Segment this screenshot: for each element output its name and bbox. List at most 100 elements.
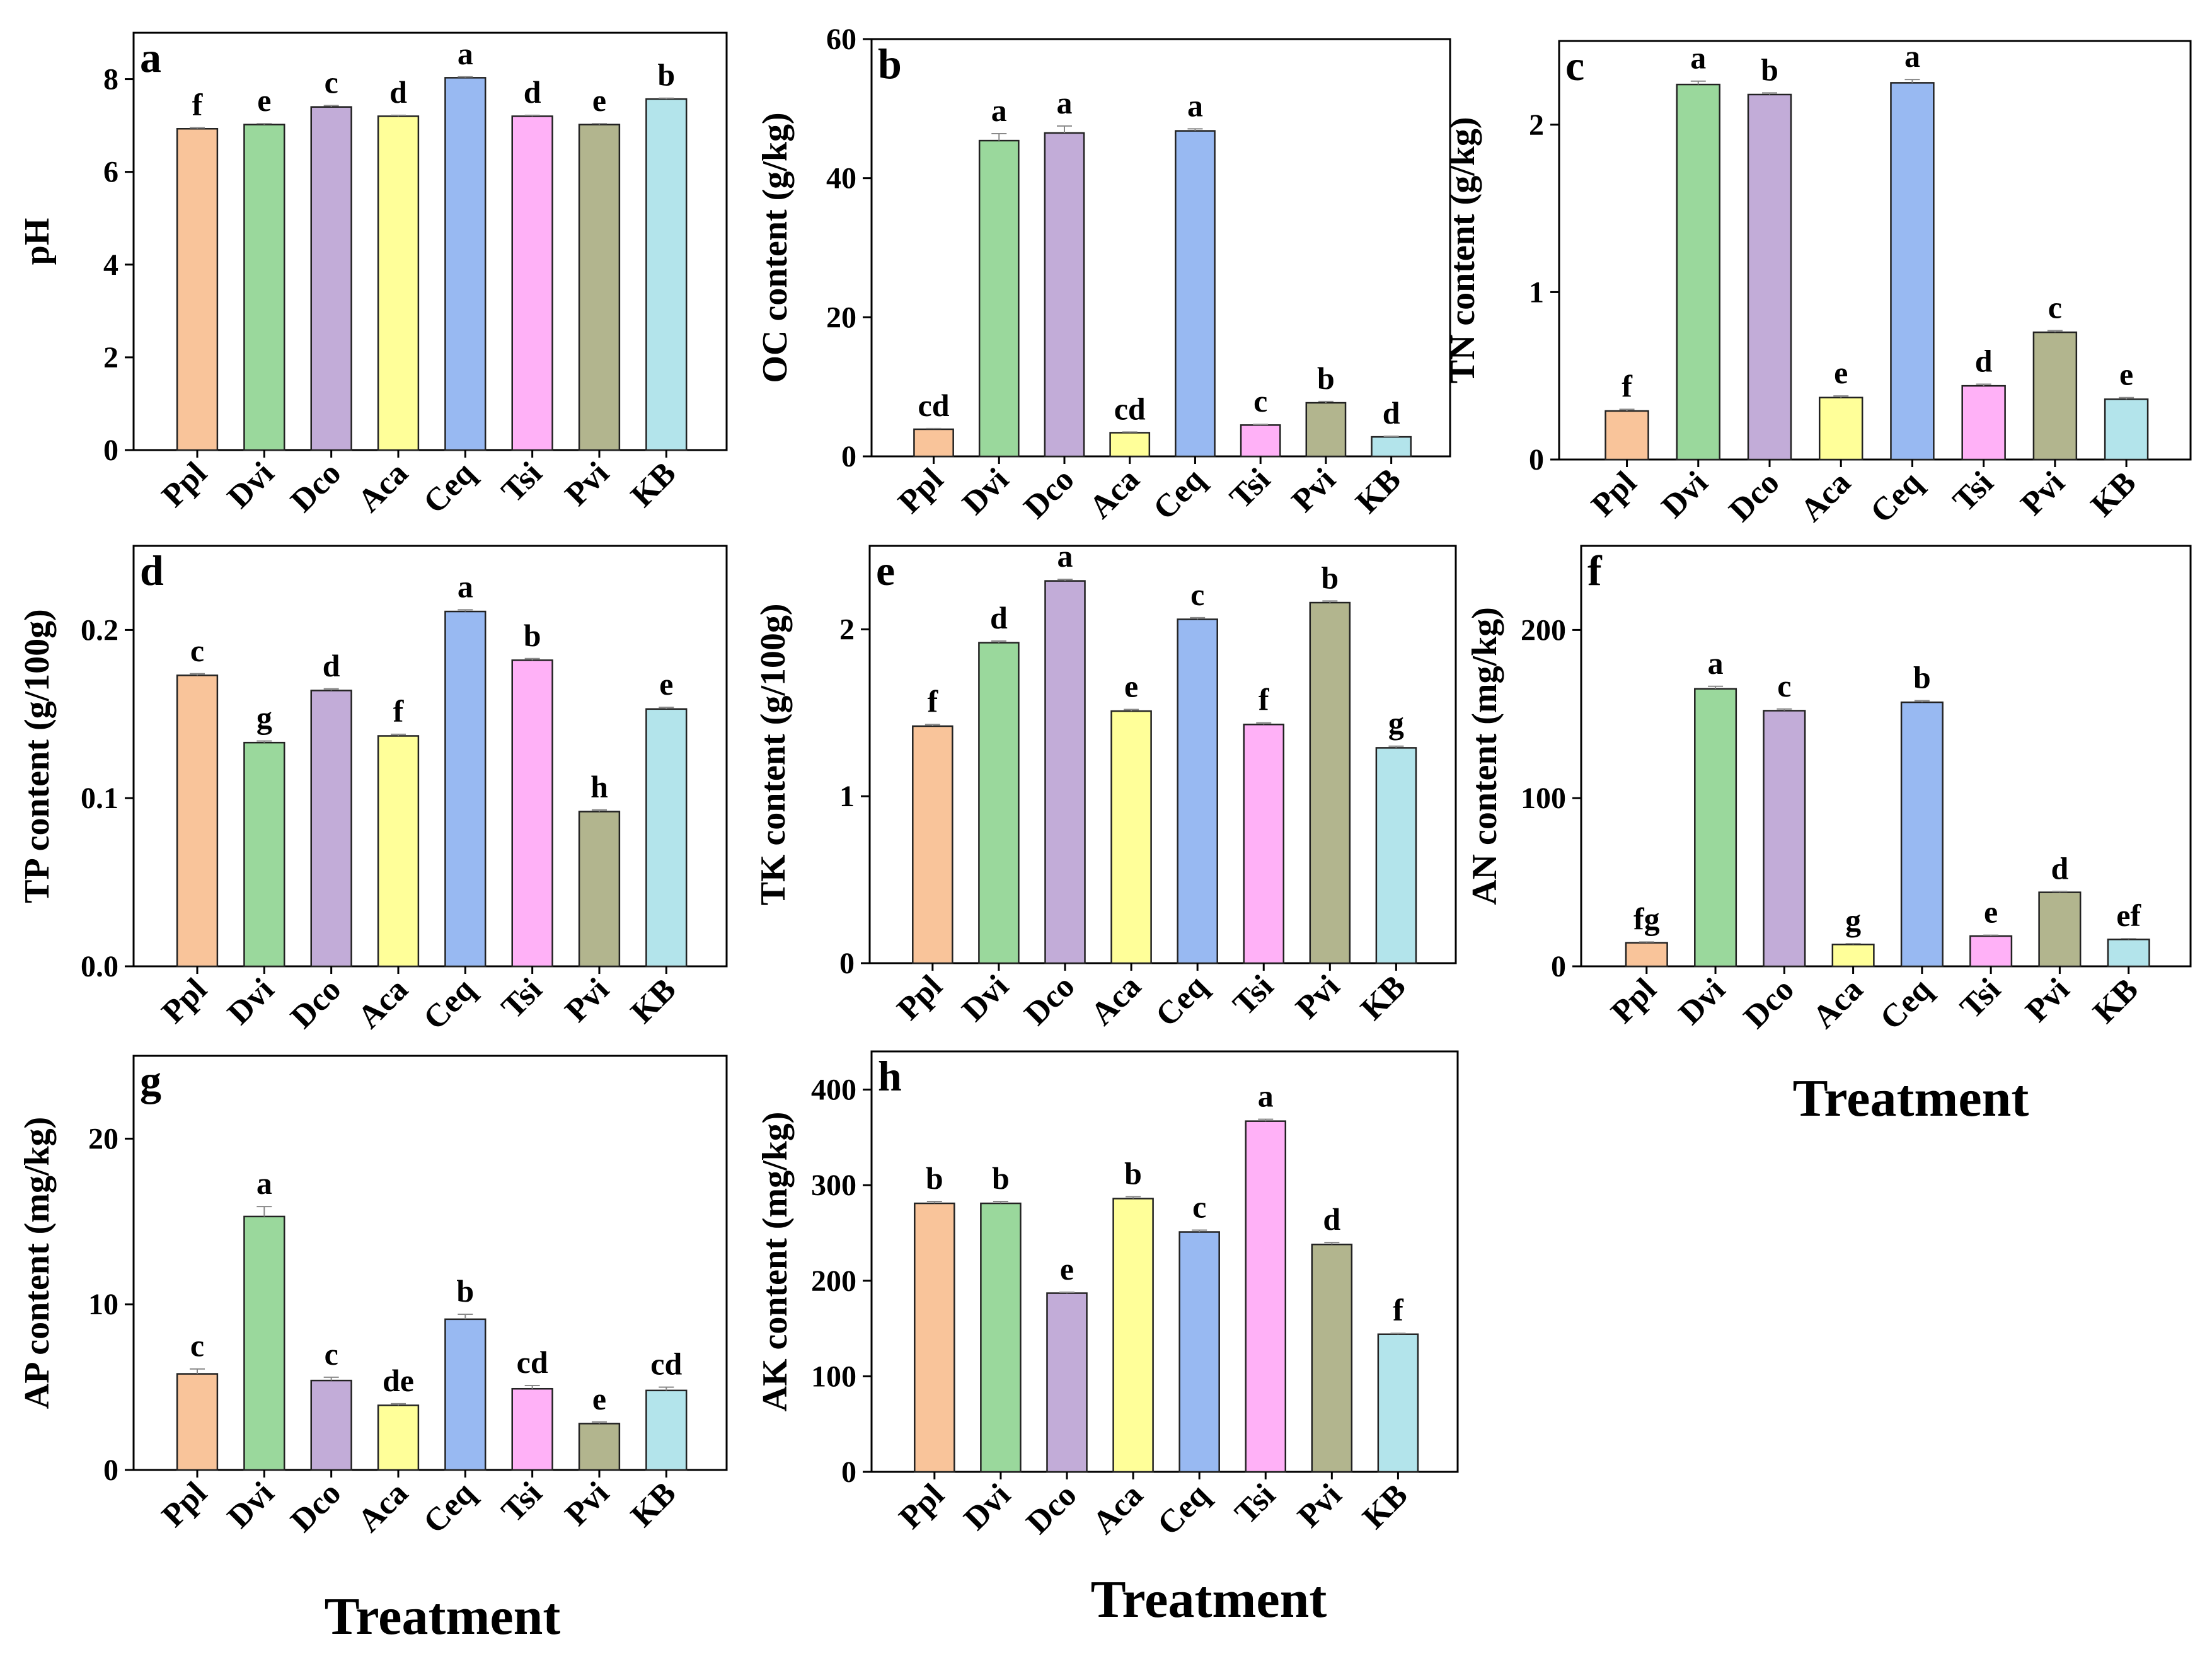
bar-Ceq [444, 77, 487, 451]
x-tick-label: Tsi [495, 971, 549, 1026]
x-tick-label: Dco [1018, 968, 1082, 1033]
significance-letter: d [524, 74, 541, 110]
bar-Ceq [1177, 618, 1218, 964]
bar-KB [1371, 436, 1412, 458]
bar-KB [1375, 747, 1417, 964]
x-tick-label: Ppl [155, 455, 214, 514]
significance-letter: de [383, 1363, 414, 1398]
significance-letter: b [1124, 1155, 1142, 1191]
y-tick-label: 100 [811, 1360, 856, 1393]
y-axis-label: OC content (g/kg) [756, 112, 795, 383]
bar-Dvi [243, 124, 285, 451]
significance-letter: a [1690, 40, 1706, 76]
bar-Pvi [1311, 1243, 1353, 1473]
bar-Dvi [1676, 83, 1720, 461]
significance-letter: b [992, 1160, 1010, 1196]
bar-Ceq [1890, 82, 1935, 461]
x-tick-label: Tsi [1226, 968, 1281, 1022]
x-tick-label: Pvi [558, 455, 616, 512]
y-tick-label: 8 [103, 63, 118, 96]
panel-h: 0 100 200 300 400 AK content (mg/kg) h b Ppl b Dvi… [756, 1050, 1459, 1629]
significance-letter: e [1984, 894, 1998, 930]
significance-letter: d [323, 648, 340, 683]
significance-letter: e [659, 666, 673, 702]
x-tick-label: Aca [351, 1475, 415, 1539]
significance-letter: f [1622, 368, 1633, 403]
significance-letter: c [325, 64, 338, 100]
panel-letter: b [878, 40, 902, 88]
bar-Ceq [1178, 1231, 1220, 1473]
bar-Aca [377, 115, 420, 451]
y-tick-label: 100 [1521, 782, 1566, 815]
bar-Ceq [1900, 701, 1944, 968]
x-tick-label: Tsi [1228, 1477, 1282, 1531]
significance-letter: c [2048, 289, 2062, 325]
significance-letter: c [190, 1328, 204, 1363]
x-tick-label: Tsi [1223, 461, 1277, 516]
y-tick-label: 0.0 [81, 950, 118, 983]
plot-frame [870, 1050, 1459, 1473]
significance-letter: f [192, 87, 204, 122]
y-tick-label: 10 [88, 1288, 118, 1321]
x-tick-label: Tsi [495, 455, 549, 509]
x-tick-label: KB [1354, 968, 1412, 1027]
x-tick-label: Ceq [417, 1475, 482, 1541]
bar-Aca [1109, 432, 1151, 458]
significance-letter: a [256, 1166, 272, 1201]
x-tick-label: Pvi [1285, 461, 1342, 519]
significance-letter: h [590, 769, 608, 804]
y-tick-label: 40 [826, 162, 856, 195]
y-tick-label: 2 [839, 613, 855, 646]
significance-letter: d [1975, 343, 1993, 378]
significance-letter: a [1057, 538, 1073, 574]
x-tick-label: Ppl [1604, 971, 1663, 1030]
x-tick-label: Dvi [955, 461, 1015, 521]
x-tick-label: KB [624, 971, 683, 1030]
bar-Dco [310, 1379, 352, 1471]
y-tick-label: 300 [811, 1169, 856, 1202]
bar-KB [2104, 398, 2149, 461]
significance-letter: c [190, 633, 204, 668]
significance-letter: b [926, 1160, 943, 1196]
bar-Dvi [980, 1202, 1022, 1473]
x-tick-label: Dvi [221, 971, 280, 1031]
y-axis-label: TN content (g/kg) [1443, 117, 1482, 383]
significance-letter: b [1913, 659, 1931, 695]
bar-Ppl [1625, 942, 1668, 968]
x-tick-label: Ceq [1874, 971, 1939, 1037]
bar-Dvi [1694, 688, 1737, 968]
x-tick-label: Dco [284, 971, 349, 1036]
x-tick-label: Ceq [1863, 465, 1929, 530]
bar-Pvi [2032, 331, 2078, 461]
bar-Pvi [578, 811, 621, 968]
y-tick-label: 0 [841, 1455, 856, 1489]
x-tick-label: Dco [1017, 461, 1081, 526]
significance-letter: a [1708, 645, 1724, 681]
significance-letter: cd [918, 388, 950, 423]
y-tick-label: 0 [103, 434, 118, 467]
bar-Aca [377, 1404, 420, 1471]
bar-Pvi [578, 1423, 621, 1471]
y-tick-label: 0 [1551, 950, 1566, 983]
significance-letter: cd [517, 1345, 548, 1380]
x-tick-label: Ppl [892, 461, 950, 520]
bar-Dvi [978, 642, 1020, 964]
significance-letter: g [1845, 903, 1861, 938]
bar-KB [645, 98, 688, 451]
y-tick-label: 6 [103, 156, 118, 189]
bar-Dco [1044, 580, 1086, 964]
panel-g: 0 10 20 AP content (mg/kg) g c Ppl a Dvi c Dco de Ac… [18, 1055, 728, 1646]
x-axis-title: Treatment [1091, 1570, 1327, 1629]
bar-Ppl [176, 128, 219, 451]
y-tick-label: 20 [826, 301, 856, 334]
x-tick-label: Ppl [892, 1477, 951, 1536]
y-axis-label: TK content (g/100g) [754, 603, 793, 905]
significance-letter: d [389, 74, 407, 110]
bar-Ceq [1175, 130, 1216, 458]
bar-Pvi [1309, 601, 1351, 964]
x-tick-label: KB [1356, 1477, 1414, 1536]
significance-letter: b [456, 1273, 474, 1309]
panel-e: 0 1 2 TK content (g/100g) e f Ppl d Dvi a Dco e Aca c… [754, 538, 1457, 1034]
x-tick-label: Ceq [1146, 461, 1212, 527]
bar-Pvi [1305, 402, 1347, 458]
